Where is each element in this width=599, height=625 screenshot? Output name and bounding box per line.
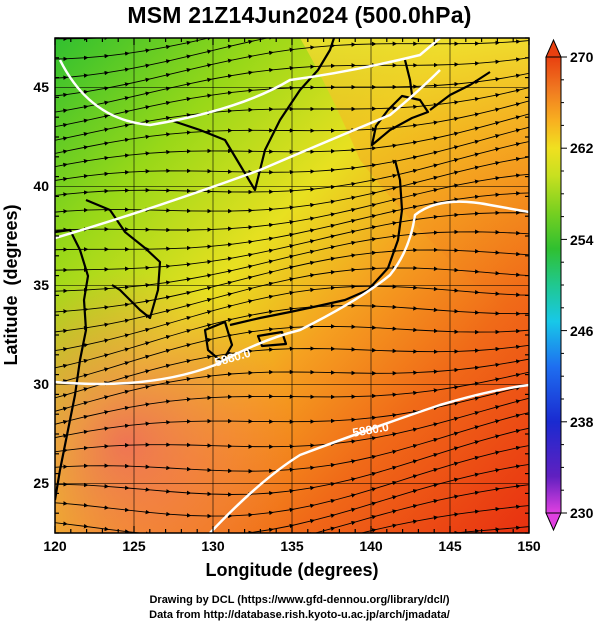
y-tick-label: 25 (33, 475, 49, 491)
contour-label-2: 5880.0 (351, 420, 390, 440)
streamline (45, 0, 539, 18)
colorbar-tick-label: 246 (570, 323, 594, 339)
streamline (63, 484, 529, 533)
y-axis-label: Latitude (degrees) (1, 204, 21, 365)
colorbar-scale (545, 56, 562, 514)
map-title: MSM 21Z14Jun2024 (500.0hPa) (127, 2, 472, 28)
y-axis-ticks (55, 37, 529, 534)
colorbar-top-triangle (545, 38, 562, 58)
colorbar-tick-label: 238 (570, 414, 594, 430)
x-tick-label: 150 (517, 538, 541, 554)
coastline-korea (85, 198, 162, 320)
y-tick-labels: 25 30 35 40 45 (33, 79, 49, 491)
y-tick-label: 40 (33, 178, 49, 194)
x-tick-label: 125 (122, 538, 146, 554)
credit-drawing: Drawing by DCL (https://www.gfd-dennou.o… (149, 594, 450, 606)
streamline (55, 38, 521, 42)
height-contours (55, 38, 529, 533)
x-tick-label: 120 (43, 538, 67, 554)
contour-middle (55, 69, 441, 240)
x-tick-label: 130 (201, 538, 225, 554)
x-axis-label: Longitude (degrees) (205, 560, 378, 580)
contour-5880-a (55, 200, 529, 386)
colorbar: 270 262 254 246 238 230 (545, 38, 594, 532)
x-tick-label: 135 (280, 538, 304, 554)
colorbar-tick-label: 230 (570, 505, 594, 521)
y-tick-label: 30 (33, 376, 49, 392)
y-tick-label: 45 (33, 79, 49, 95)
coastline-russia (169, 38, 336, 192)
coastline-kyushu (203, 320, 234, 364)
colorbar-tick-label: 254 (570, 232, 594, 248)
x-tick-label: 140 (359, 538, 383, 554)
coastline-sakhalin (403, 59, 414, 96)
colorbar-bottom-triangle (545, 512, 562, 532)
credit-data: Data from http://database.rish.kyoto-u.a… (149, 609, 450, 621)
colorbar-tick-label: 262 (570, 140, 594, 156)
x-tick-labels: 120 125 130 135 140 145 150 (43, 538, 541, 554)
streamline (63, 504, 529, 533)
contour-5880-b (209, 383, 529, 533)
colorbar-tick-label: 270 (570, 49, 594, 65)
x-axis-ticks (54, 38, 530, 533)
y-tick-label: 35 (33, 277, 49, 293)
coastline-china (55, 228, 90, 501)
coastline-kurils (429, 71, 491, 111)
contour-north (58, 38, 441, 127)
x-tick-label: 145 (438, 538, 462, 554)
graticule (55, 38, 529, 533)
coastline-hokkaido (370, 94, 430, 147)
